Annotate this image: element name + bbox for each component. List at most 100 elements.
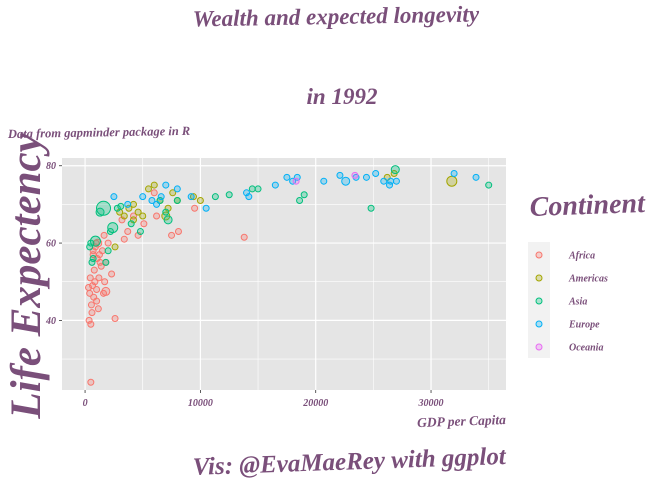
- data-point-americas: [196, 197, 204, 205]
- data-point-oceania: [351, 171, 359, 179]
- data-point-europe: [202, 204, 210, 212]
- grid-minor: [62, 158, 506, 390]
- data-point-africa: [88, 309, 96, 317]
- data-point-africa: [150, 189, 158, 197]
- data-point-americas: [130, 216, 138, 224]
- data-point-africa: [134, 231, 142, 239]
- data-point-americas: [446, 175, 458, 187]
- data-point-americas: [169, 189, 177, 197]
- data-point-oceania: [292, 177, 300, 185]
- data-point-europe: [173, 185, 181, 193]
- data-point-africa: [97, 262, 105, 270]
- data-point-americas: [130, 200, 138, 208]
- data-point-asia: [390, 165, 400, 175]
- data-point-africa: [93, 285, 101, 293]
- data-point-asia: [95, 207, 105, 217]
- legend-key-asia: [535, 297, 543, 305]
- data-point-asia: [296, 197, 304, 205]
- chart-subtitle: Data from gapminder package in R: [7, 124, 191, 141]
- data-point-asia: [367, 204, 375, 212]
- y-tick-label: 60: [46, 239, 56, 250]
- data-point-africa: [100, 231, 108, 239]
- data-points: [85, 165, 493, 386]
- data-point-africa: [191, 204, 199, 212]
- x-axis-ticks: 0 10000 20000 30000: [83, 390, 444, 409]
- data-point-asia: [225, 191, 233, 199]
- plot-panel: [62, 158, 506, 390]
- data-point-americas: [120, 212, 128, 220]
- y-axis-ticks: 40 60 80: [45, 161, 62, 327]
- data-point-asia: [102, 258, 110, 266]
- data-point-asia: [113, 204, 121, 212]
- data-point-europe: [162, 181, 170, 189]
- data-point-africa: [87, 320, 95, 328]
- data-point-africa: [118, 216, 126, 224]
- data-point-europe: [283, 173, 291, 181]
- data-point-africa: [98, 247, 106, 255]
- data-point-africa: [120, 235, 128, 243]
- data-point-europe: [320, 177, 328, 185]
- data-point-americas: [125, 204, 133, 212]
- data-point-americas: [111, 243, 119, 251]
- data-point-africa: [85, 316, 93, 324]
- legend-key-africa: [535, 251, 543, 259]
- data-point-africa: [153, 212, 161, 220]
- data-point-africa: [86, 274, 94, 282]
- data-point-europe: [386, 181, 394, 189]
- data-point-asia: [485, 181, 493, 189]
- data-point-asia: [104, 247, 112, 255]
- x-tick-label: 20000: [302, 398, 328, 409]
- data-point-africa: [101, 278, 109, 286]
- data-point-asia: [248, 185, 256, 193]
- data-point-europe: [336, 171, 344, 179]
- data-point-americas: [134, 208, 142, 216]
- data-point-asia: [173, 197, 181, 205]
- data-point-europe: [380, 177, 388, 185]
- data-point-africa: [124, 227, 132, 235]
- data-point-africa: [140, 220, 148, 228]
- data-point-americas: [189, 193, 197, 201]
- data-point-asia: [89, 255, 97, 263]
- x-tick-label: 10000: [188, 398, 213, 409]
- data-point-africa: [94, 305, 102, 313]
- data-point-asia: [96, 200, 112, 216]
- data-point-europe: [157, 193, 165, 201]
- data-point-europe: [245, 193, 253, 201]
- data-point-africa: [240, 233, 248, 241]
- data-point-asia: [88, 258, 96, 266]
- data-point-europe: [387, 177, 395, 185]
- data-point-africa: [168, 231, 176, 239]
- data-point-asia: [254, 185, 262, 193]
- data-point-asia: [127, 220, 135, 228]
- data-point-europe: [372, 169, 380, 177]
- chart-title-line2: in 1992: [307, 84, 378, 109]
- x-tick-label: 0: [83, 398, 88, 409]
- legend-key-background: [528, 242, 550, 358]
- data-point-europe: [139, 193, 147, 201]
- data-point-europe: [110, 193, 118, 201]
- legend-label-europe: Europe: [568, 320, 600, 331]
- data-point-europe: [293, 173, 301, 181]
- data-point-africa: [87, 378, 95, 386]
- data-point-europe: [148, 197, 156, 205]
- data-point-africa: [93, 297, 101, 305]
- data-point-europe: [450, 169, 458, 177]
- grid-major: [62, 158, 506, 390]
- x-tick-label: 30000: [418, 398, 444, 409]
- chart-title-line1: Wealth and expected longevity: [192, 1, 480, 31]
- data-point-africa: [95, 274, 103, 282]
- legend-key-americas: [535, 274, 543, 282]
- data-point-europe: [472, 173, 480, 181]
- legend-label-asia: Asia: [568, 297, 587, 308]
- data-point-europe: [362, 173, 370, 181]
- data-point-asia: [117, 202, 125, 210]
- x-axis-label: GDP per Capita: [417, 412, 506, 430]
- data-point-americas: [150, 181, 158, 189]
- data-point-europe: [392, 177, 400, 185]
- data-point-asia: [107, 222, 119, 234]
- data-point-africa: [104, 239, 112, 247]
- legend-title: Continent: [529, 188, 646, 223]
- data-point-africa: [90, 266, 98, 274]
- legend-label-americas: Americas: [568, 274, 608, 285]
